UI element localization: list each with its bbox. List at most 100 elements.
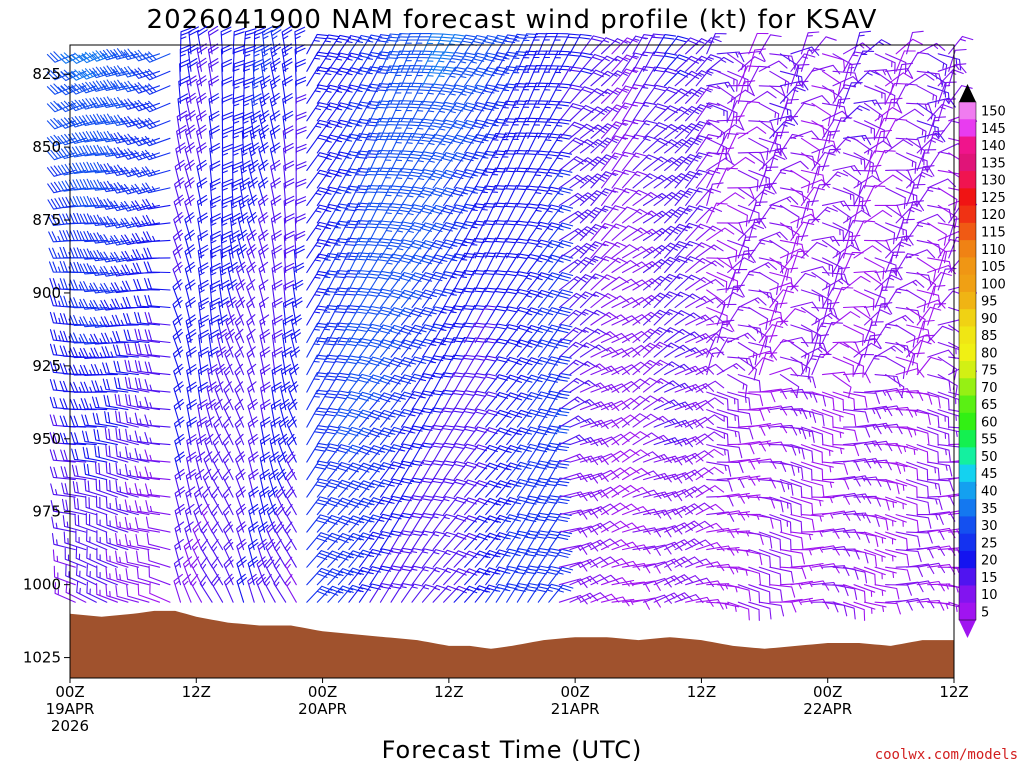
wind-barb bbox=[234, 433, 245, 463]
wind-barb bbox=[443, 478, 468, 498]
wind-barb bbox=[464, 185, 487, 206]
wind-barb bbox=[916, 306, 942, 326]
wind-barb bbox=[114, 393, 139, 411]
wind-barb bbox=[79, 248, 108, 260]
wind-barb bbox=[695, 151, 720, 171]
wind-barb bbox=[270, 43, 282, 72]
plot-frame bbox=[69, 44, 955, 679]
wind-barb bbox=[369, 392, 395, 411]
wind-barb bbox=[246, 328, 256, 358]
wind-barb bbox=[96, 583, 118, 603]
wind-barb bbox=[89, 299, 118, 311]
wind-barb bbox=[443, 221, 467, 241]
wind-barb bbox=[611, 397, 640, 411]
x-tick-label: 12Z bbox=[939, 683, 968, 701]
wind-barb bbox=[421, 460, 445, 481]
wind-barb bbox=[411, 204, 437, 224]
wind-barb bbox=[124, 464, 150, 481]
wind-barb bbox=[537, 254, 563, 274]
wind-barb bbox=[379, 374, 406, 393]
wind-barb bbox=[685, 223, 712, 241]
wind-barb bbox=[358, 237, 381, 259]
wind-barb bbox=[737, 549, 763, 566]
wind-barb bbox=[653, 52, 678, 72]
wind-barb bbox=[758, 388, 787, 400]
wind-barb bbox=[141, 68, 171, 81]
wind-barb bbox=[432, 271, 457, 291]
wind-barb bbox=[516, 271, 542, 291]
wind-barb bbox=[537, 565, 562, 586]
wind-barb bbox=[348, 323, 372, 344]
wind-barb bbox=[266, 503, 278, 533]
wind-barb bbox=[443, 305, 466, 326]
wind-barb bbox=[186, 416, 198, 446]
wind-barb bbox=[863, 440, 893, 452]
wind-barb bbox=[821, 478, 850, 490]
wind-barb bbox=[916, 213, 946, 224]
wind-barb bbox=[885, 139, 913, 154]
wind-barb bbox=[271, 297, 283, 326]
wind-barb bbox=[716, 292, 744, 309]
wind-barb bbox=[485, 514, 511, 533]
wind-barb bbox=[390, 82, 411, 104]
wind-barb bbox=[131, 135, 161, 147]
wind-barb bbox=[271, 262, 283, 291]
wind-barb bbox=[537, 118, 560, 139]
wind-barb bbox=[231, 161, 244, 189]
wind-barb bbox=[506, 530, 531, 551]
wind-barb bbox=[115, 480, 139, 498]
wind-barb bbox=[210, 556, 224, 586]
wind-barb bbox=[100, 163, 129, 175]
credit-link[interactable]: coolwx.com/models bbox=[875, 747, 1018, 763]
wind-barb bbox=[474, 150, 498, 171]
wind-barb bbox=[769, 367, 799, 377]
wind-barb bbox=[411, 407, 435, 428]
wind-barb bbox=[485, 202, 507, 224]
wind-barb bbox=[548, 222, 574, 241]
wind-barb bbox=[348, 252, 370, 274]
wind-barb bbox=[295, 161, 307, 189]
wind-barb bbox=[706, 336, 727, 358]
wind-barb bbox=[537, 239, 563, 259]
wind-barb bbox=[527, 65, 548, 87]
wind-barb bbox=[464, 515, 491, 533]
wind-barb bbox=[800, 355, 824, 376]
wind-barb bbox=[89, 130, 118, 142]
wind-barb bbox=[105, 549, 129, 568]
wind-barb bbox=[369, 565, 394, 586]
wind-barb bbox=[632, 66, 655, 87]
wind-barb bbox=[453, 270, 476, 291]
wind-barb bbox=[832, 356, 854, 377]
wind-barb bbox=[716, 303, 737, 326]
wind-barb bbox=[485, 83, 509, 104]
wind-barb bbox=[348, 185, 370, 206]
wind-barb bbox=[790, 152, 816, 168]
wind-barb bbox=[506, 496, 531, 516]
wind-barb bbox=[464, 168, 488, 189]
wind-barb bbox=[348, 287, 371, 309]
wind-barb bbox=[316, 585, 344, 603]
wind-barb bbox=[316, 203, 341, 224]
wind-barb bbox=[68, 52, 97, 64]
wind-barb bbox=[863, 354, 887, 376]
wind-barb bbox=[269, 75, 281, 104]
wind-barb bbox=[695, 102, 720, 122]
wind-barb bbox=[874, 566, 897, 578]
wind-barb bbox=[632, 51, 655, 72]
wind-barb bbox=[821, 171, 849, 189]
wind-barb bbox=[400, 239, 426, 259]
wind-barb bbox=[57, 117, 87, 129]
wind-barb bbox=[273, 574, 287, 603]
wind-barb bbox=[209, 297, 221, 326]
wind-barb bbox=[811, 85, 836, 102]
wind-barb bbox=[390, 530, 414, 551]
wind-barb bbox=[611, 503, 641, 516]
wind-barb bbox=[54, 582, 76, 603]
wind-barb bbox=[453, 52, 478, 72]
y-tick-label: 925 bbox=[32, 357, 61, 375]
wind-barb bbox=[800, 120, 825, 138]
wind-barb bbox=[527, 495, 551, 516]
wind-barb bbox=[369, 202, 391, 224]
wind-barb bbox=[271, 329, 283, 358]
